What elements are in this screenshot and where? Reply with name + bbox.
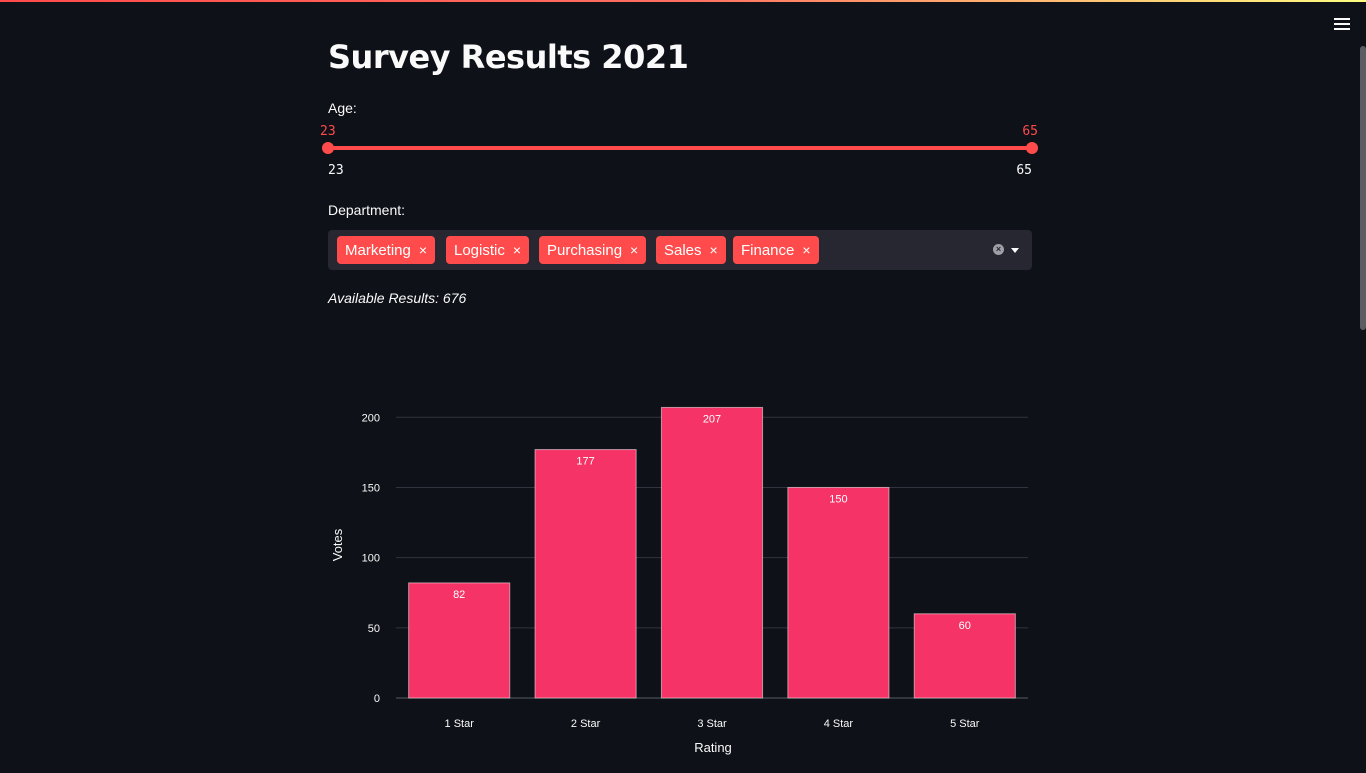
close-icon[interactable]: × xyxy=(418,242,428,258)
chip-label: Sales xyxy=(664,241,702,259)
top-decoration-stripe xyxy=(0,0,1366,2)
x-tick-label: 4 Star xyxy=(824,718,854,730)
chip-label: Logistic xyxy=(454,241,505,259)
bar xyxy=(787,486,890,699)
bar-value-label: 82 xyxy=(453,589,465,601)
bar-value-label: 150 xyxy=(829,493,847,505)
age-slider-track[interactable] xyxy=(328,146,1032,150)
y-tick-label: 200 xyxy=(362,412,380,424)
age-label: Age: xyxy=(328,100,357,116)
bar-value-label: 207 xyxy=(703,413,721,425)
age-range-max-label: 65 xyxy=(1016,163,1032,178)
age-range-min-label: 23 xyxy=(328,163,344,178)
y-tick-label: 0 xyxy=(374,693,380,705)
y-axis-title: Votes xyxy=(330,528,345,561)
bar xyxy=(913,613,1016,699)
x-tick-label: 2 Star xyxy=(571,718,601,730)
main-menu-button[interactable] xyxy=(1332,16,1352,32)
hamburger-icon-line xyxy=(1334,23,1350,25)
caret-down-icon[interactable] xyxy=(1011,248,1019,253)
hamburger-icon-line xyxy=(1334,18,1350,20)
chip-label: Purchasing xyxy=(547,241,623,259)
age-slider-high-handle[interactable] xyxy=(1026,142,1038,154)
clear-icon[interactable]: × xyxy=(993,244,1004,255)
age-slider-low-value: 23 xyxy=(320,124,336,139)
bar-chart-svg: 0 50 100 150 200 82 1 Star 177 2 Star 207 3 Star 15… xyxy=(330,406,1028,755)
department-chip-logistic: Logistic × xyxy=(446,236,530,264)
votes-by-rating-chart: 0 50 100 150 200 82 1 Star 177 2 Star 207 3 Star 15… xyxy=(328,380,1032,768)
hamburger-icon-line xyxy=(1334,28,1350,30)
x-tick-label: 3 Star xyxy=(697,718,727,730)
page-scrollbar[interactable] xyxy=(1360,46,1366,330)
x-tick-label: 1 Star xyxy=(445,718,475,730)
close-icon[interactable]: × xyxy=(630,242,639,258)
chip-label: Marketing xyxy=(345,241,411,259)
bar xyxy=(660,406,764,699)
close-icon[interactable]: × xyxy=(512,242,522,258)
age-range-slider[interactable]: 23 65 23 65 xyxy=(320,122,1038,182)
department-chip-sales: Sales × xyxy=(656,236,726,264)
close-icon[interactable]: × xyxy=(802,242,811,258)
x-tick-label: 5 Star xyxy=(950,718,980,730)
y-tick-label: 150 xyxy=(362,482,380,494)
page-title: Survey Results 2021 xyxy=(328,38,689,76)
x-axis-title: Rating xyxy=(694,740,732,755)
bar xyxy=(408,582,511,699)
available-results-text: Available Results: 676 xyxy=(328,290,467,306)
chip-label: Finance xyxy=(741,241,795,259)
y-tick-label: 100 xyxy=(362,553,380,565)
department-label: Department: xyxy=(328,202,406,218)
department-chip-purchasing: Purchasing × xyxy=(539,236,647,264)
department-chip-marketing: Marketing × xyxy=(337,236,436,264)
department-chip-finance: Finance × xyxy=(733,236,819,264)
bar xyxy=(534,449,637,699)
close-icon[interactable]: × xyxy=(709,242,718,258)
y-tick-label: 50 xyxy=(368,623,380,635)
bar-value-label: 60 xyxy=(959,620,971,632)
age-slider-high-value: 65 xyxy=(1022,124,1038,139)
bar-value-label: 177 xyxy=(576,456,594,468)
department-multiselect[interactable]: Marketing × Logistic × Purchasing × Sale… xyxy=(328,230,1032,270)
age-slider-low-handle[interactable] xyxy=(322,142,334,154)
